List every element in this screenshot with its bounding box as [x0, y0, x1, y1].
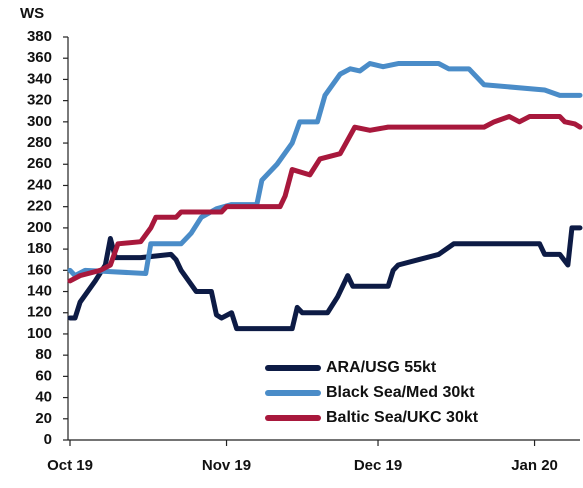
- y-tick-label: 100: [27, 325, 52, 342]
- y-tick-label: 380: [27, 28, 52, 45]
- y-tick-label: 0: [44, 431, 52, 448]
- y-tick-label: 360: [27, 49, 52, 66]
- y-tick-label: 260: [27, 155, 52, 172]
- y-tick-label: 20: [35, 410, 52, 427]
- legend-label: Black Sea/Med 30kt: [326, 384, 475, 401]
- y-tick-label: 240: [27, 176, 52, 193]
- y-tick-label: 220: [27, 198, 52, 215]
- y-tick-label: 60: [35, 367, 52, 384]
- x-tick-label: Jan 20: [511, 457, 558, 474]
- y-axis-label: WS: [20, 5, 44, 22]
- x-tick-label: Nov 19: [202, 457, 251, 474]
- series-line: [67, 61, 583, 279]
- y-tick-label: 300: [27, 113, 52, 130]
- y-tick-label: 120: [27, 304, 52, 321]
- y-tick-label: 40: [35, 389, 52, 406]
- series-line: [67, 225, 583, 332]
- y-tick-label: 180: [27, 240, 52, 257]
- y-tick-label: 320: [27, 92, 52, 109]
- y-tick-label: 160: [27, 261, 52, 278]
- y-tick-label: 340: [27, 70, 52, 87]
- y-tick-label: 280: [27, 134, 52, 151]
- x-tick-label: Oct 19: [47, 457, 93, 474]
- y-tick-label: 140: [27, 282, 52, 299]
- legend-label: Baltic Sea/UKC 30kt: [326, 409, 479, 426]
- y-tick-label: 200: [27, 219, 52, 236]
- y-tick-label: 80: [35, 346, 52, 363]
- series-line: [67, 114, 583, 284]
- legend-label: ARA/USG 55kt: [326, 359, 437, 376]
- x-tick-label: Dec 19: [354, 457, 402, 474]
